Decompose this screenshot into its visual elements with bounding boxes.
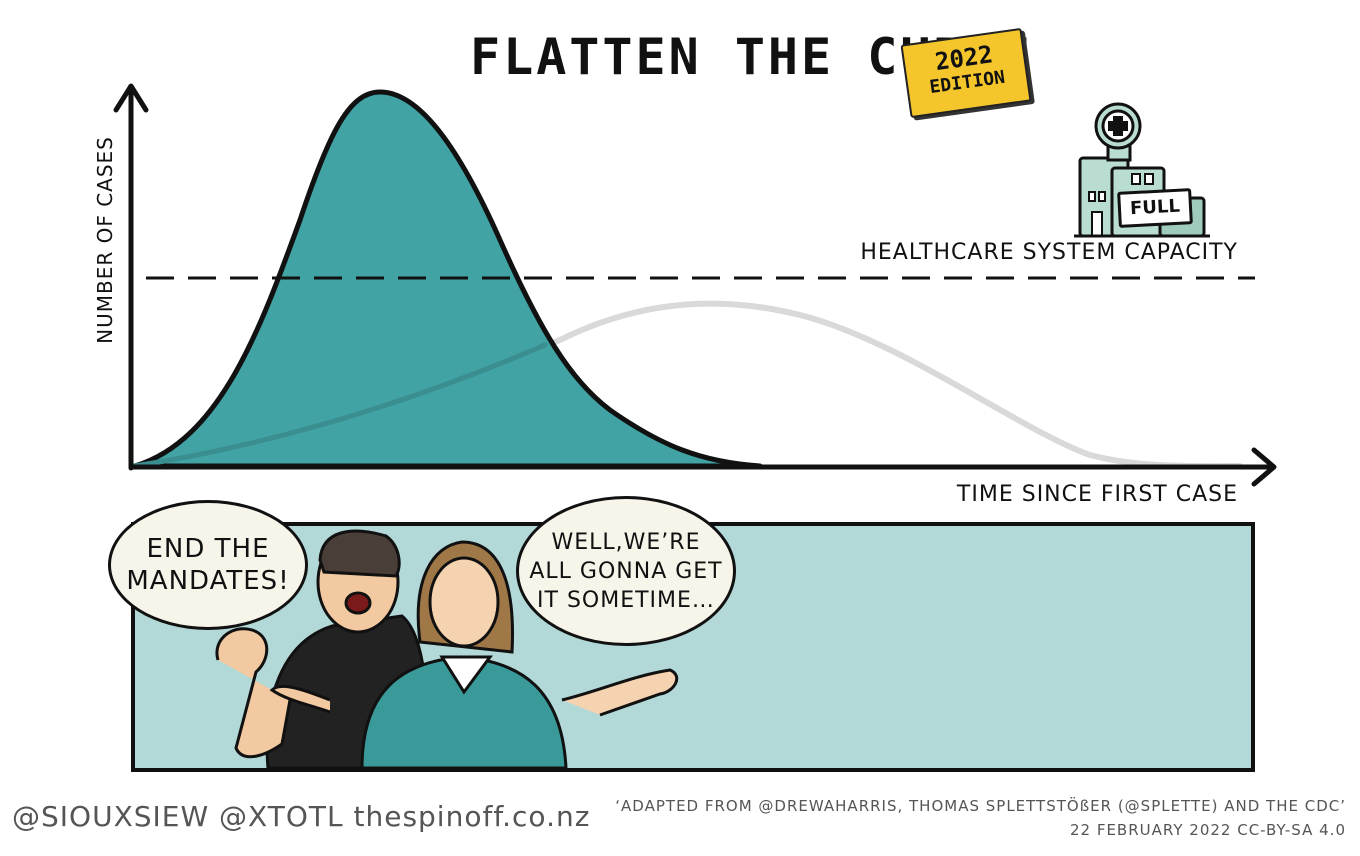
x-axis-arrow	[1251, 447, 1277, 487]
speech-bubble-right: WELL,WE’RE ALL GONNA GET IT SOMETIME…	[516, 496, 736, 646]
y-axis-label: NUMBER OF CASES	[93, 136, 117, 344]
author-credits: @SIOUXSIEW @XTOTL thespinoff.co.nz	[12, 800, 591, 833]
date-license: 22 FEBRUARY 2022 CC-BY-SA 4.0	[1069, 821, 1346, 839]
adapted-from: ‘ADAPTED FROM @DREWAHARRIS, THOMAS SPLET…	[615, 797, 1346, 815]
y-axis-arrow	[113, 83, 149, 113]
speech-left-line-2: MANDATES!	[126, 566, 290, 596]
hospital-full-sign: FULL	[1117, 188, 1193, 228]
speech-right-line-3: IT SOMETIME…	[537, 587, 715, 613]
flattened-curve-overlap	[132, 342, 548, 469]
source-credits: ‘ADAPTED FROM @DREWAHARRIS, THOMAS SPLET…	[615, 794, 1346, 842]
speech-bubble-left: END THE MANDATES!	[108, 500, 308, 630]
x-axis-label: TIME SINCE FIRST CASE	[956, 482, 1238, 507]
speech-right-line-2: ALL GONNA GET	[529, 558, 723, 584]
speech-right-line-1: WELL,WE’RE	[551, 529, 701, 555]
speech-left-line-1: END THE	[146, 534, 270, 564]
capacity-label: HEALTHCARE SYSTEM CAPACITY	[860, 240, 1238, 265]
